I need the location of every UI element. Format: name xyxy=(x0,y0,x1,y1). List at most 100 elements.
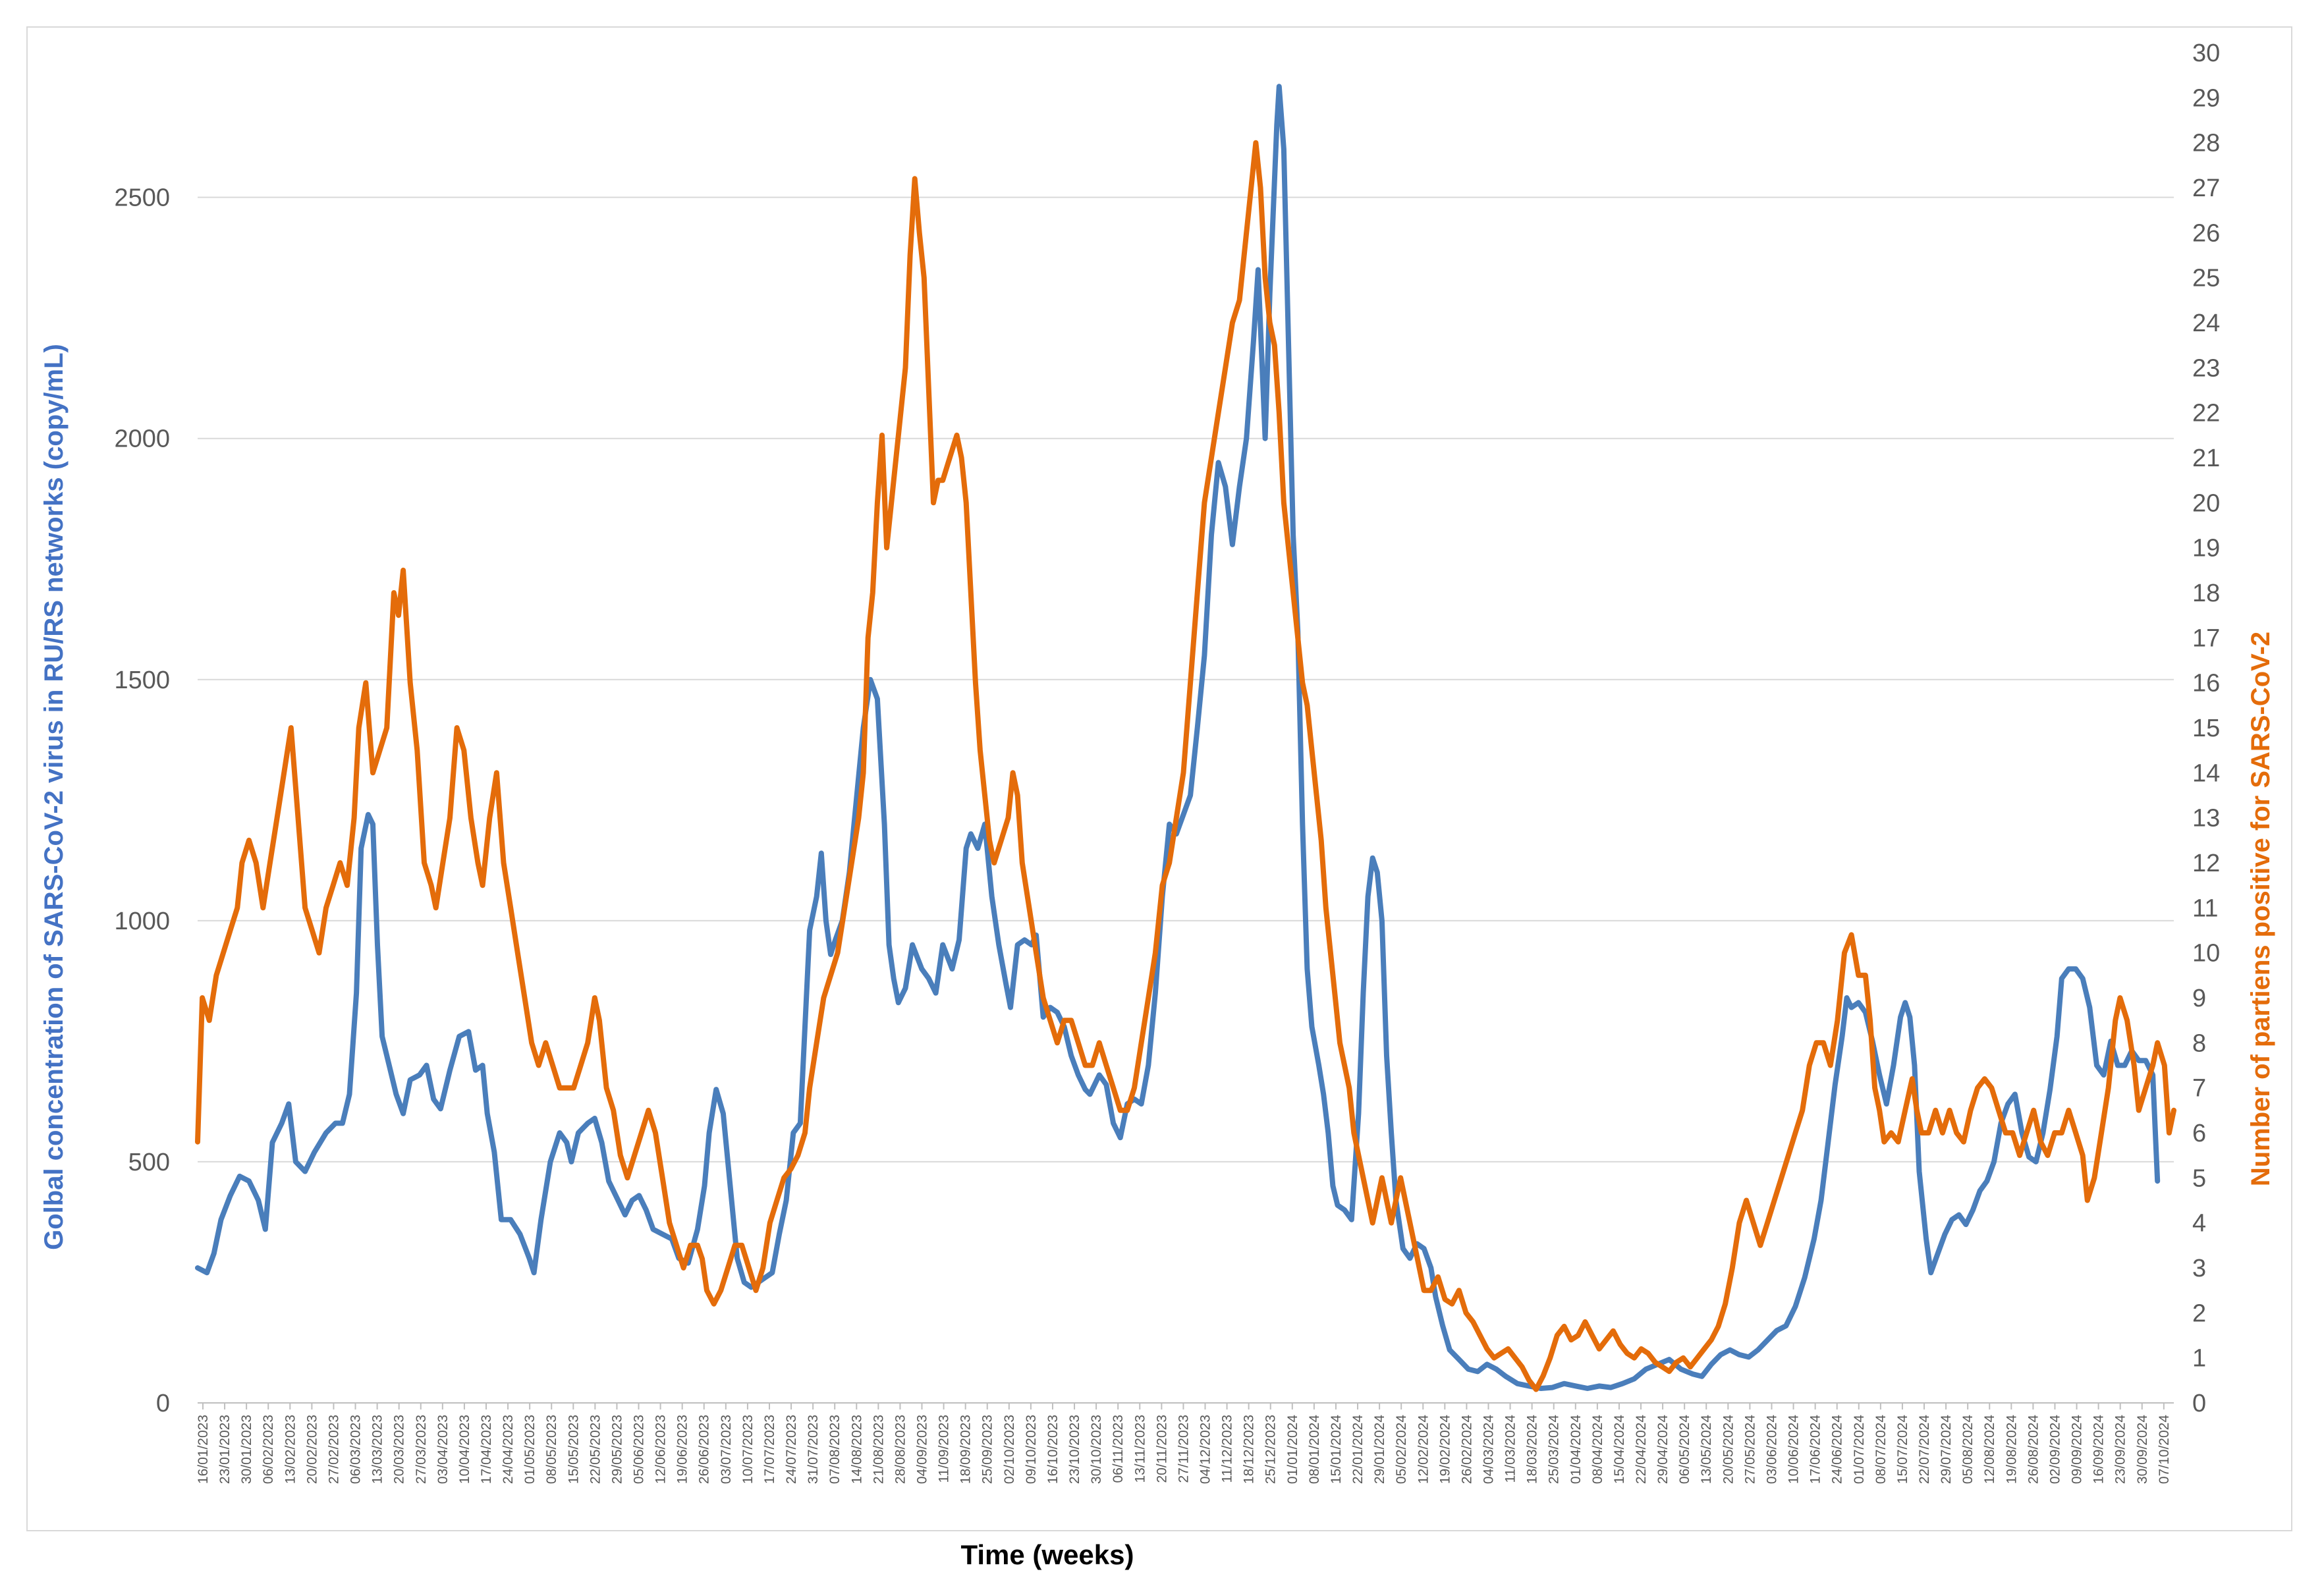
right-tick-label: 6 xyxy=(2192,1120,2206,1147)
right-tick-label: 27 xyxy=(2192,175,2220,202)
right-tick-label: 15 xyxy=(2192,715,2220,742)
right-tick-label: 3 xyxy=(2192,1255,2206,1282)
right-tick-label: 5 xyxy=(2192,1164,2206,1192)
left-axis-ticks: 0 500 1000 1500 2000 2500 xyxy=(114,184,170,1417)
series-line-positive-patients xyxy=(195,140,2176,1392)
x-tick-label: 05/06/2023 xyxy=(632,1415,647,1484)
x-tick-label: 11/12/2023 xyxy=(1220,1415,1235,1483)
right-tick-label: 14 xyxy=(2192,759,2220,787)
x-tick-label: 23/10/2023 xyxy=(1067,1415,1082,1484)
x-tick-label: 01/07/2024 xyxy=(1852,1415,1867,1484)
x-tick-label: 19/08/2024 xyxy=(2004,1415,2019,1484)
x-tick-label: 27/03/2023 xyxy=(414,1415,429,1484)
x-tick-label: 01/05/2023 xyxy=(522,1415,538,1484)
x-tick-label: 08/01/2024 xyxy=(1307,1415,1322,1484)
x-tick-label: 03/07/2023 xyxy=(719,1415,734,1484)
x-tick-label: 13/03/2023 xyxy=(370,1415,385,1484)
x-tick-label: 05/02/2024 xyxy=(1394,1415,1409,1484)
right-tick-label: 0 xyxy=(2192,1390,2206,1417)
x-tick-label: 13/11/2023 xyxy=(1132,1415,1148,1483)
right-tick-label: 28 xyxy=(2192,130,2220,157)
right-tick-label: 18 xyxy=(2192,580,2220,607)
right-tick-label: 25 xyxy=(2192,265,2220,292)
right-tick-label: 20 xyxy=(2192,489,2220,517)
x-tick-label: 15/07/2024 xyxy=(1895,1415,1910,1484)
x-tick-label: 28/08/2023 xyxy=(893,1415,908,1484)
series-line-concentration xyxy=(195,84,2161,1391)
x-tick-label: 26/08/2024 xyxy=(2026,1415,2041,1484)
x-tick-label: 24/07/2023 xyxy=(784,1415,799,1484)
left-tick-label: 500 xyxy=(128,1149,170,1176)
x-tick-label: 29/07/2024 xyxy=(1939,1415,1954,1484)
x-tick-label: 25/03/2024 xyxy=(1547,1415,1562,1484)
x-tick-label: 03/06/2024 xyxy=(1764,1415,1779,1484)
x-axis-ticks: 16/01/2023 23/01/2023 30/01/2023 06/02/2023… xyxy=(196,1403,2172,1484)
x-tick-label: 17/04/2023 xyxy=(479,1415,494,1484)
right-tick-label: 24 xyxy=(2192,310,2220,337)
x-tick-label: 17/07/2023 xyxy=(762,1415,777,1484)
x-tick-label: 20/05/2024 xyxy=(1721,1415,1736,1484)
x-tick-label: 27/11/2023 xyxy=(1176,1415,1191,1483)
x-tick-label: 14/08/2023 xyxy=(849,1415,864,1484)
x-tick-label: 15/01/2024 xyxy=(1329,1415,1344,1484)
x-tick-label: 15/04/2024 xyxy=(1612,1415,1627,1484)
right-tick-label: 22 xyxy=(2192,400,2220,427)
x-tick-label: 11/09/2023 xyxy=(937,1415,952,1483)
x-tick-label: 18/03/2024 xyxy=(1525,1415,1540,1484)
right-tick-label: 16 xyxy=(2192,670,2220,697)
x-tick-label: 06/05/2024 xyxy=(1677,1415,1692,1484)
x-tick-label: 11/03/2024 xyxy=(1503,1415,1518,1483)
right-tick-label: 13 xyxy=(2192,805,2220,833)
right-tick-label: 8 xyxy=(2192,1029,2206,1057)
x-tick-label: 20/11/2023 xyxy=(1154,1415,1169,1483)
x-tick-label: 29/05/2023 xyxy=(609,1415,624,1484)
x-tick-label: 13/02/2023 xyxy=(283,1415,298,1484)
x-tick-label: 12/08/2024 xyxy=(1982,1415,1997,1484)
right-tick-label: 26 xyxy=(2192,219,2220,247)
x-tick-label: 04/03/2024 xyxy=(1481,1415,1496,1484)
x-tick-label: 12/06/2023 xyxy=(653,1415,669,1484)
x-tick-label: 09/10/2023 xyxy=(1024,1415,1039,1484)
x-tick-label: 20/03/2023 xyxy=(392,1415,407,1484)
right-tick-label: 21 xyxy=(2192,445,2220,472)
x-tick-label: 25/09/2023 xyxy=(980,1415,995,1484)
x-tick-label: 02/10/2023 xyxy=(1002,1415,1017,1484)
chart-frame xyxy=(26,26,2292,1531)
x-tick-label: 22/04/2024 xyxy=(1634,1415,1649,1484)
right-tick-label: 9 xyxy=(2192,985,2206,1012)
x-tick-label: 08/05/2023 xyxy=(544,1415,559,1484)
x-tick-label: 03/04/2023 xyxy=(435,1415,451,1484)
x-tick-label: 18/12/2023 xyxy=(1242,1415,1257,1484)
x-tick-label: 29/04/2024 xyxy=(1655,1415,1671,1484)
x-tick-label: 10/06/2024 xyxy=(1786,1415,1802,1484)
right-tick-label: 4 xyxy=(2192,1210,2206,1238)
right-tick-label: 11 xyxy=(2192,894,2218,922)
left-tick-label: 1000 xyxy=(114,908,170,935)
x-tick-label: 24/04/2023 xyxy=(501,1415,516,1484)
x-tick-label: 25/12/2023 xyxy=(1263,1415,1279,1484)
left-tick-label: 0 xyxy=(156,1390,170,1417)
gridlines xyxy=(198,196,2174,1404)
x-tick-label: 16/01/2023 xyxy=(196,1415,211,1484)
y-axis-title-left: Golbal concentration of SARS-CoV-2 virus… xyxy=(40,344,69,1250)
x-tick-label: 31/07/2023 xyxy=(806,1415,821,1484)
x-tick-label: 19/02/2024 xyxy=(1437,1415,1452,1484)
left-tick-label: 2000 xyxy=(114,425,170,453)
x-tick-label: 27/02/2023 xyxy=(326,1415,341,1484)
right-axis-ticks: 0123456789101112131415161718192021222324… xyxy=(2192,40,2220,1417)
x-axis-title: Time (weeks) xyxy=(960,1539,1134,1570)
right-tick-label: 17 xyxy=(2192,624,2220,652)
right-tick-label: 30 xyxy=(2192,40,2220,67)
x-tick-label: 30/09/2024 xyxy=(2135,1415,2150,1484)
x-tick-label: 06/03/2023 xyxy=(348,1415,364,1484)
left-tick-label: 2500 xyxy=(114,184,170,212)
x-tick-label: 30/10/2023 xyxy=(1089,1415,1104,1484)
x-tick-label: 08/04/2024 xyxy=(1590,1415,1605,1484)
x-tick-label: 05/08/2024 xyxy=(1960,1415,1976,1484)
x-tick-label: 07/10/2024 xyxy=(2157,1415,2172,1484)
x-tick-label: 15/05/2023 xyxy=(566,1415,581,1484)
x-tick-label: 16/10/2023 xyxy=(1045,1415,1061,1484)
x-tick-label: 19/06/2023 xyxy=(675,1415,690,1484)
x-tick-label: 12/02/2024 xyxy=(1416,1415,1431,1484)
